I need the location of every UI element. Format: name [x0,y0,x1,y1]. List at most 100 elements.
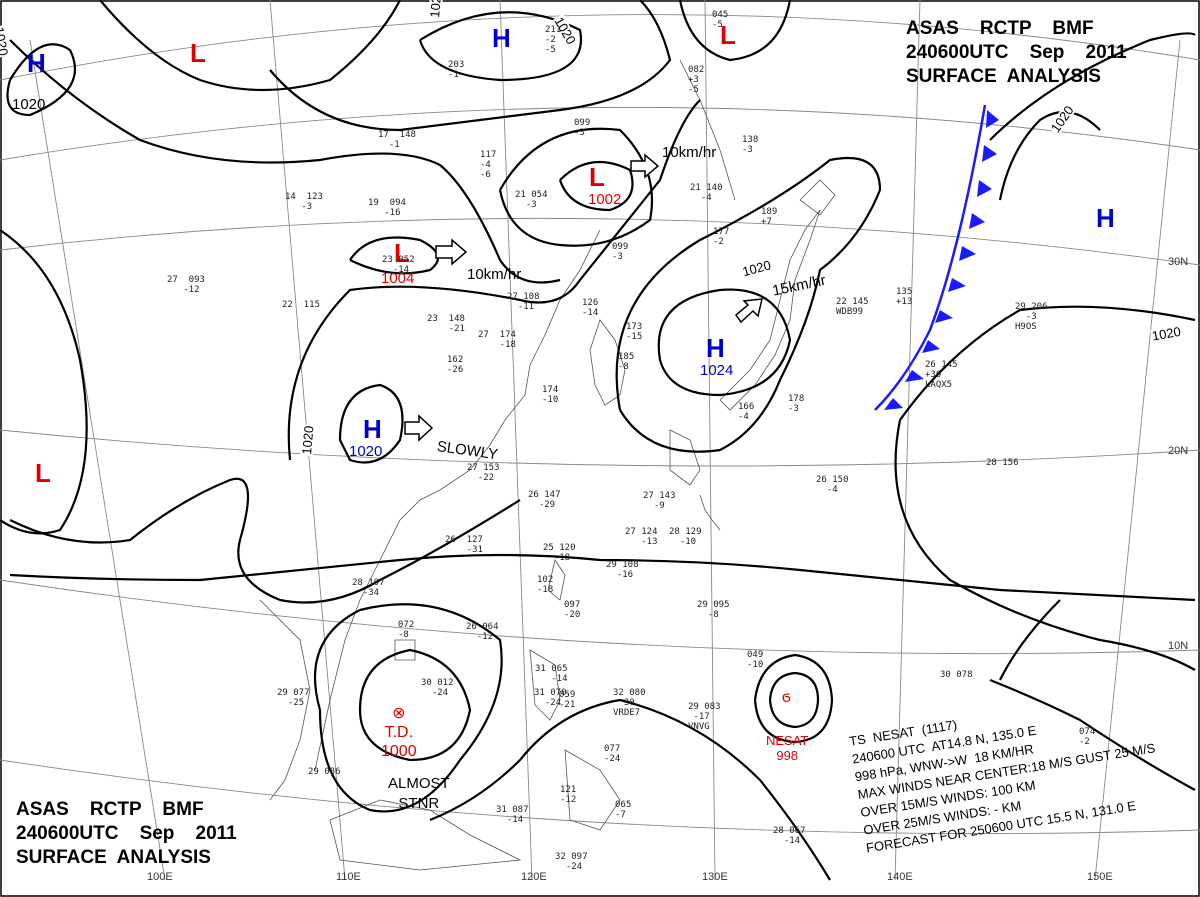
station-plot: 135 +13 [896,287,912,307]
station-value: +13 [896,297,913,307]
header-line1: ASAS RCTP BMF [906,18,1094,39]
station-value: -1 [448,70,459,80]
station-value: H9OS [1015,322,1037,332]
header-line3: SURFACE ANALYSIS [16,847,211,868]
station-value: -15 [626,332,643,342]
station-value: -24 [604,754,621,764]
station-plot: 045 -5 [712,10,728,30]
station-value: -20 [564,610,581,620]
station-value: LAQX5 [925,380,953,390]
station-plot: 26 145 +30 LAQX5 [925,360,958,390]
station-plot: 17 148 -1 [378,130,416,150]
isobar-l-1002-inner [558,160,634,212]
station-value: -3 [574,128,585,138]
coastlines [259,59,836,871]
station-value: 174 [542,385,559,395]
station-value: 077 [604,744,621,754]
header-line2: 240600UTC Sep 2011 [906,42,1127,63]
station-value: 082 [688,65,705,75]
isobar-main-center [287,99,701,461]
coast-japan-main [719,209,821,411]
station-plot: 27 108 -11 [507,292,540,312]
station-plot: 28 107 -34 [352,578,385,598]
lon-tick-label: 120E [521,871,547,883]
station-value: -7 [615,810,626,820]
station-value: -16 [606,570,634,580]
coast-kamchatka [679,59,736,201]
station-value: 211 [545,25,562,35]
cold-front [874,104,999,411]
station-value: 26 064 [466,622,499,632]
station-plot: 203 -1 [448,60,464,80]
station-plot: 28 129 -10 [669,527,702,547]
station-plot: 065 -7 [615,800,631,820]
station-plot: 22 115 [282,300,320,310]
coast-korea [589,319,626,406]
station-value: -14 [496,815,524,825]
station-value: 29 083 [688,702,721,712]
system-letter: H [492,23,511,53]
grid-lat-10n [0,579,1200,655]
station-plot: 32 080 30 VRDE7 [613,688,646,718]
station-value: 27 093 [167,275,205,285]
station-value: -13 [625,537,658,547]
storm-pressure: 998 [776,748,799,763]
coast-philippines-south [564,749,621,831]
station-plot: 099 -3 [612,242,628,262]
station-value: 27 143 [643,491,676,501]
station-plot: 31 070 -24 [534,688,567,708]
station-value: 29 095 [697,600,730,610]
station-value: 29 206 [1015,302,1048,312]
station-value: -14 [382,265,410,275]
station-value: 27 124 [625,527,658,537]
coast-borneo [329,799,522,871]
station-value: 32 080 [613,688,646,698]
cold-front-line [874,104,987,411]
station-value: 074 [1079,727,1096,737]
isobar-east-south [894,419,1196,671]
station-value: 19 094 [368,198,406,208]
station-value: 121 [560,785,577,795]
station-plot: 074 -2 [1079,727,1095,747]
system-letter: H [27,48,46,78]
station-plot: 117 -4 -6 [480,150,496,180]
station-value: -3 [515,200,537,210]
td-label: T.D. [384,724,414,741]
station-plot: 21 140 -4 [690,183,723,203]
station-plot: 082 +3 -5 [688,65,704,95]
station-plot: 21 054 -3 [515,190,548,210]
td-pressure: 1000 [381,743,417,760]
station-plot: 30 078 [940,670,973,680]
station-value: -17 [688,712,710,722]
front-barb [959,246,976,261]
station-plot: 25 120 -18 [543,543,576,563]
isobar-upper-left [99,0,401,92]
station-plot: 173 -15 [626,322,642,342]
station-value: -12 [560,795,577,805]
lon-tick-label: 100E [147,871,173,883]
station-value: -2 [545,35,556,45]
grid-lat-40n [0,106,1200,161]
isobar-label: 1020 [427,0,445,20]
station-value: -4 [816,485,838,495]
station-plot: 29 086 [308,767,341,777]
coast-philippines-luzon [529,649,561,721]
coast-taiwan [547,559,566,601]
station-plot: 31 065 -14 [535,664,568,684]
station-value: -16 [368,208,401,218]
station-value: -18 [537,585,554,595]
station-value: 26 150 [816,475,849,485]
station-value: 099 [574,118,591,128]
isobar-east-front-2 [998,110,1101,201]
station-plot: 121 -12 [560,785,576,805]
station-plot: 27 124 -13 [625,527,658,547]
isobar-nesat-inner [768,671,820,729]
station-plot: 29 206 -3 H9OS [1015,302,1048,332]
system-letter: H [706,333,725,363]
station-value: 27 108 [507,292,540,302]
isobar-h-northwest [6,43,76,117]
station-value: 099 [612,242,629,252]
isobar-east-lower [899,305,1196,421]
header-line1: ASAS RCTP BMF [16,799,204,820]
station-value: 21 054 [515,190,548,200]
